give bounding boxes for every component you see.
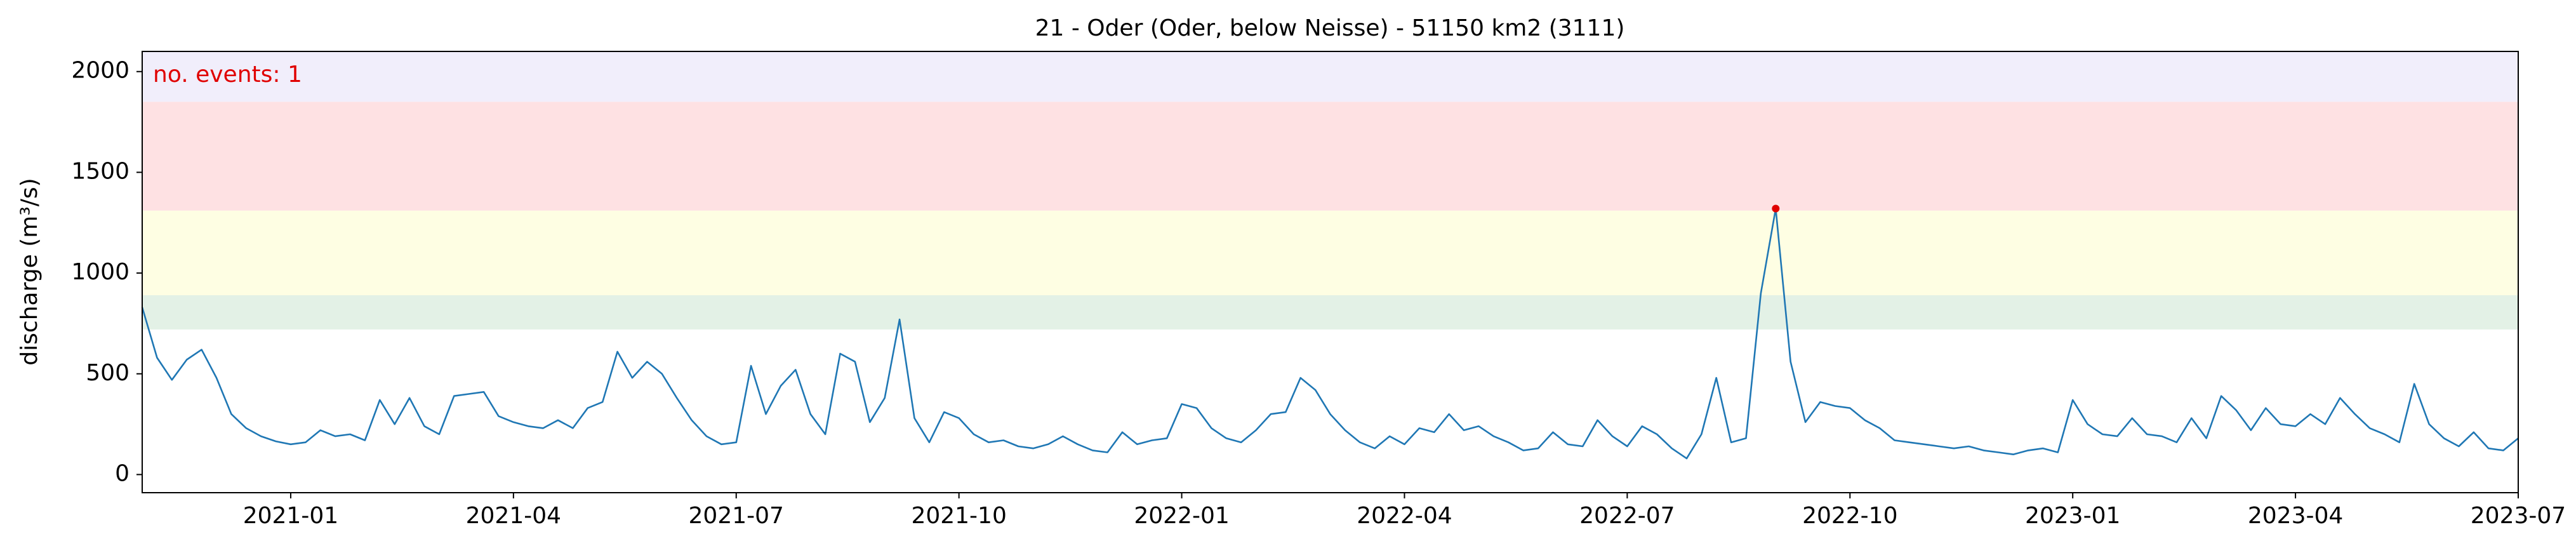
y-tick-label: 2000 [71,58,129,84]
x-tick-label: 2022-07 [1579,503,1675,529]
x-tick-label: 2022-04 [1357,503,1452,529]
x-tick-label: 2023-04 [2248,503,2343,529]
x-tick-label: 2022-01 [1134,503,1229,529]
x-tick-label: 2021-01 [243,503,338,529]
y-tick-label: 1000 [71,259,129,285]
x-tick-label: 2023-01 [2025,503,2120,529]
y-tick-label: 1500 [71,158,129,184]
threshold-band [142,102,2518,211]
plot-frame [142,51,2519,493]
annotation: no. events: 1 [153,62,302,88]
discharge-line [141,208,2519,460]
threshold-band [142,210,2518,295]
threshold-band [142,51,2518,102]
x-tick-label: 2021-10 [911,503,1006,529]
x-tick-label: 2021-07 [689,503,784,529]
x-tick-label: 2023-07 [2471,503,2566,529]
x-tick-label: 2021-04 [466,503,561,529]
y-tick-label: 500 [86,360,129,386]
y-axis-label: discharge (m³/s) [17,178,43,365]
chart-title: 21 - Oder (Oder, below Neisse) - 51150 k… [1035,15,1625,41]
y-tick-label: 0 [115,460,129,486]
x-tick-label: 2022-10 [1802,503,1897,529]
event-marker [1772,204,1780,213]
threshold-band [142,295,2518,330]
